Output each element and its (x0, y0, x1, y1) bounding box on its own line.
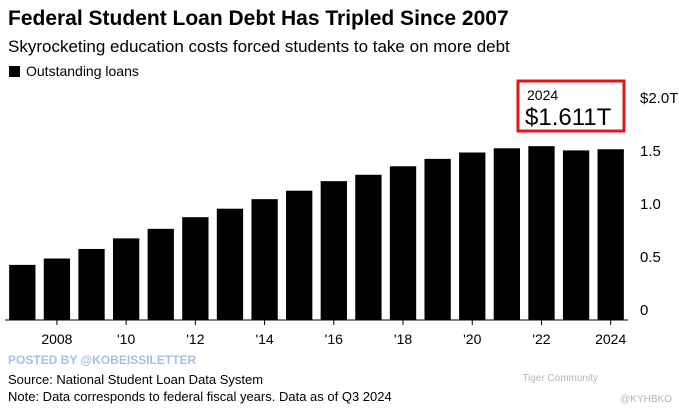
bar (78, 248, 105, 320)
y-tick-label: 0.5 (640, 249, 661, 266)
y-tick-label: $2.0T (640, 90, 678, 107)
bar (355, 174, 382, 320)
watermark: POSTED BY @KOBEISSILETTER (8, 353, 197, 367)
bar (182, 217, 209, 320)
x-tick-label: '10 (117, 331, 135, 347)
x-tick-label: 2024 (595, 331, 626, 347)
bar (528, 146, 555, 320)
x-tick-label: '18 (394, 331, 412, 347)
bar (562, 150, 590, 320)
x-tick-label: '20 (463, 331, 481, 347)
y-tick-label: 1.0 (640, 196, 661, 213)
bar (9, 264, 36, 320)
x-tick-label: '12 (186, 331, 204, 347)
chart-title: Federal Student Loan Debt Has Tripled Si… (8, 7, 509, 30)
bar (389, 166, 417, 320)
legend-label: Outstanding loans (26, 63, 139, 79)
note: Note: Data corresponds to federal fiscal… (8, 389, 392, 404)
chart-subtitle: Skyrocketing education costs forced stud… (8, 37, 510, 56)
bar (459, 152, 486, 320)
bar (147, 228, 174, 320)
bar (43, 258, 71, 320)
bar (424, 158, 451, 320)
bar (112, 238, 140, 320)
bar (251, 199, 278, 320)
credit: @KYHBKO (620, 394, 672, 405)
x-tick-label: '22 (532, 331, 550, 347)
legend-swatch (9, 66, 20, 77)
bar (493, 148, 521, 320)
x-tick-label: '14 (255, 331, 273, 347)
bar (216, 208, 244, 320)
annotation-box (516, 79, 626, 133)
bar (320, 181, 347, 320)
x-tick-label: '16 (325, 331, 343, 347)
y-tick-label: 0 (640, 302, 648, 319)
annotation-value: $1.611T (525, 104, 612, 131)
bar (597, 149, 624, 320)
credit: Tiger Community (522, 373, 598, 384)
x-tick-label: 2008 (41, 331, 72, 347)
source: Source: National Student Loan Data Syste… (8, 372, 263, 387)
annotation-year: 2024 (527, 87, 558, 103)
y-tick-label: 1.5 (640, 143, 661, 160)
bar (286, 190, 313, 320)
